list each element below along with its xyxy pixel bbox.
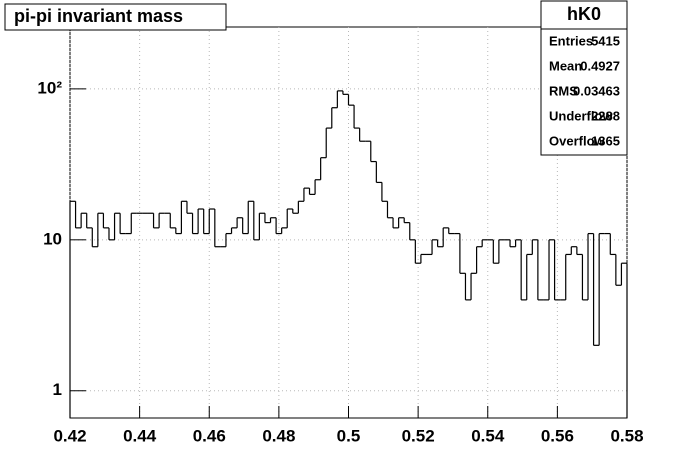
x-tick-label: 0.5: [337, 426, 361, 445]
stats-frame: [540, 0, 628, 156]
stats-label: RMS: [549, 83, 578, 98]
stats-value: 1365: [591, 133, 620, 148]
y-tick-label: 10: [43, 229, 62, 248]
plot-frame: [69, 26, 628, 419]
stats-label: Underflow: [549, 108, 613, 123]
x-tick-label: 0.44: [123, 426, 157, 445]
title-box: [4, 3, 227, 31]
stats-title: hK0: [567, 4, 601, 24]
x-tick-label: 0.48: [262, 426, 295, 445]
y-tick-label: 10²: [37, 78, 62, 97]
stats-value: 0.03463: [573, 83, 620, 98]
chart-title: pi-pi invariant mass: [14, 6, 183, 26]
stats-value: 2288: [591, 108, 620, 123]
x-tick-label: 0.58: [610, 426, 643, 445]
stats-label: Overflow: [549, 133, 606, 148]
x-tick-label: 0.46: [193, 426, 226, 445]
stats-value: 5415: [591, 33, 620, 48]
stats-value: 0.4927: [580, 58, 620, 73]
x-tick-label: 0.52: [402, 426, 435, 445]
x-tick-label: 0.42: [53, 426, 86, 445]
x-tick-label: 0.56: [541, 426, 574, 445]
y-tick-label: 1: [53, 380, 62, 399]
stats-label: Mean: [549, 58, 582, 73]
stats-label: Entries: [549, 33, 593, 48]
plot-area: [69, 27, 628, 418]
x-tick-label: 0.54: [471, 426, 505, 445]
